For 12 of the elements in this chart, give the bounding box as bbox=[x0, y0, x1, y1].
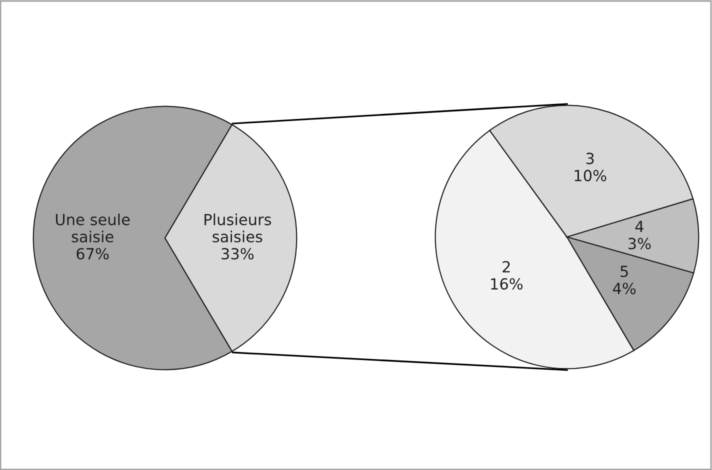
slice-label: 4 bbox=[635, 220, 644, 232]
data-label: 4% bbox=[612, 282, 636, 294]
slice-label: Une seule saisie bbox=[56, 214, 130, 242]
slice-label: 3 bbox=[586, 152, 594, 164]
data-label: 10% bbox=[574, 170, 606, 182]
data-label: 33% bbox=[222, 248, 254, 260]
slice-label: 5 bbox=[620, 266, 628, 278]
data-label: 3% bbox=[628, 238, 651, 250]
slice-label: Plusieurs saisies bbox=[204, 214, 272, 242]
data-label: 16% bbox=[491, 278, 523, 290]
data-label: 67% bbox=[76, 248, 109, 260]
slice-label: 2 bbox=[502, 261, 510, 272]
